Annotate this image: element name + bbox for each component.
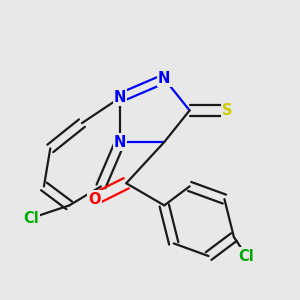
Text: S: S	[222, 103, 233, 118]
Text: Cl: Cl	[23, 211, 39, 226]
Text: N: N	[114, 90, 126, 105]
Text: N: N	[114, 135, 126, 150]
Text: N: N	[158, 71, 170, 86]
Text: Cl: Cl	[239, 249, 254, 264]
Text: O: O	[88, 192, 101, 207]
